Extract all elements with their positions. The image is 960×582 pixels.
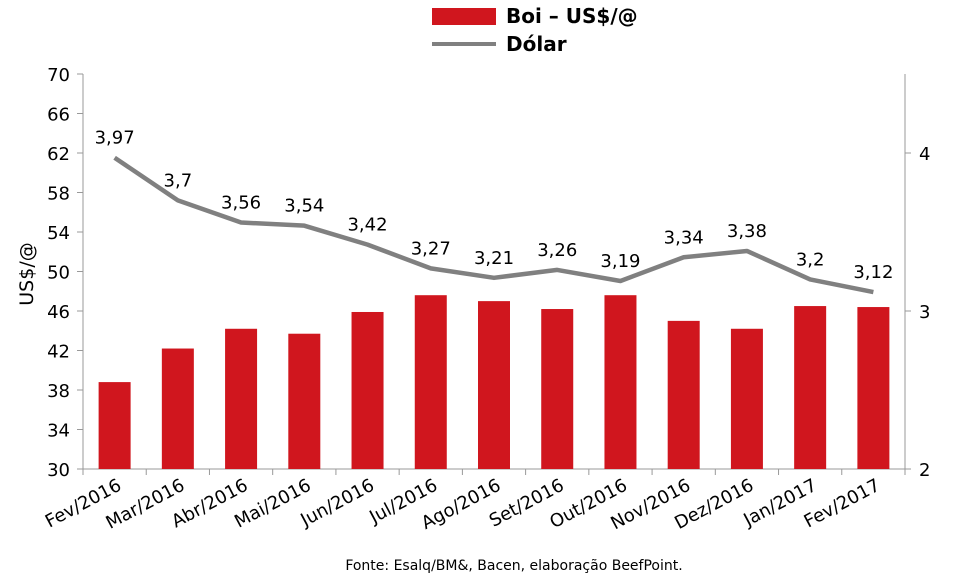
bar [667,320,700,469]
data-label: 3,21 [474,248,514,269]
bar [288,333,321,469]
bar [604,295,637,469]
y2-tick-label: 4 [919,144,930,165]
bar [478,301,510,469]
data-label: 3,38 [727,221,767,242]
y-tick-label: 62 [47,144,70,165]
data-label: 3,12 [853,262,893,283]
data-label: 3,97 [95,128,135,149]
legend-swatch-bars [432,8,496,25]
y-tick-label: 38 [47,381,70,402]
y-tick-label: 42 [47,342,70,363]
bar [730,328,763,469]
y-tick-label: 58 [47,184,70,205]
y-tick-label: 30 [47,460,70,481]
bar [225,328,258,469]
y-tick-label: 50 [47,263,70,284]
y2-tick-label: 3 [919,302,930,323]
bar [857,307,890,469]
data-label: 3,26 [537,240,577,261]
y-tick-label: 70 [47,65,70,86]
source-note: Fonte: Esalq/BM&, Bacen, elaboração Beef… [345,558,682,574]
data-label: 3,19 [600,251,640,272]
bar [161,348,194,469]
data-label: 3,42 [347,215,387,236]
y-tick-label: 34 [47,421,70,442]
dolar-line [113,155,874,295]
bar [414,295,447,469]
data-label: 3,56 [221,193,261,214]
bar [541,309,574,469]
y2-tick-label: 2 [919,460,930,481]
bar [98,382,131,469]
data-label: 3,54 [284,196,324,217]
data-label: 3,34 [664,227,704,248]
bar [794,306,827,469]
y-axis-title: US$/@ [16,242,38,305]
y-tick-label: 46 [47,302,70,323]
y-tick-label: 66 [47,105,70,126]
y-tick-label: 54 [47,223,70,244]
data-label: 3,2 [796,249,825,270]
legend-label-line: Dólar [506,32,567,56]
data-label: 3,27 [411,238,451,259]
data-label: 3,7 [164,170,193,191]
legend-label-bars: Boi – US$/@ [506,4,638,28]
bar [351,311,384,469]
